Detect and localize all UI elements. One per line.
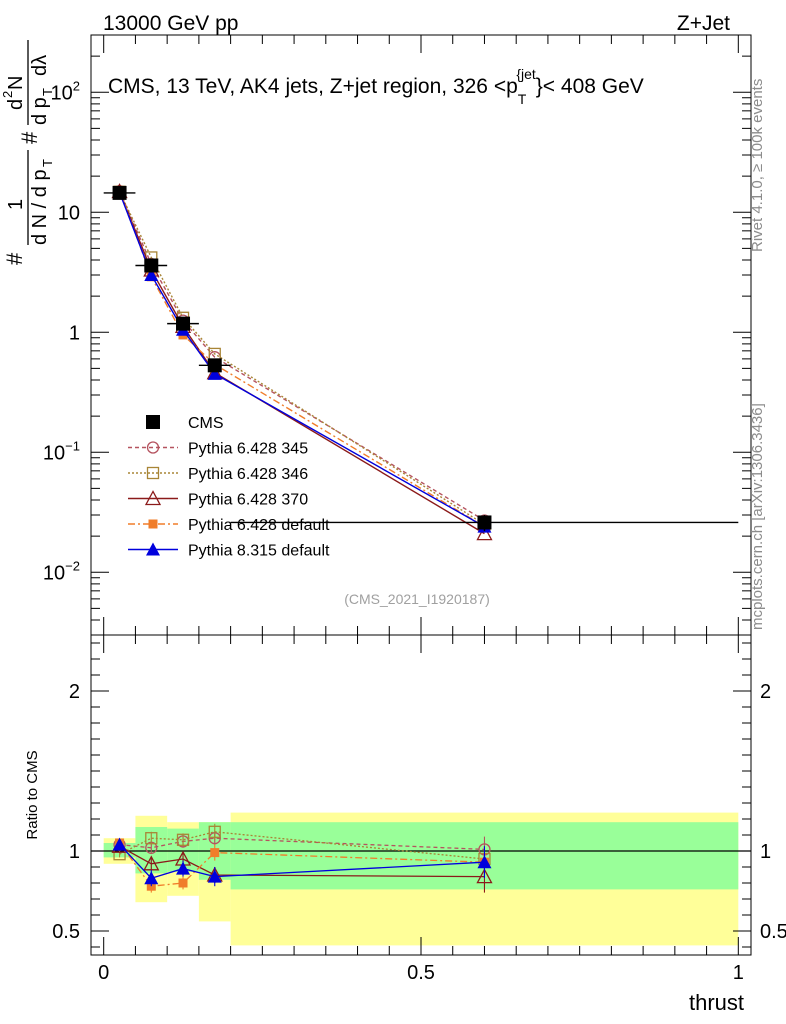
series-line xyxy=(118,190,485,522)
ratio-point xyxy=(176,833,190,846)
chart-title: CMS, 13 TeV, AK4 jets, Z+jet region, 326… xyxy=(108,66,644,107)
y-axis-label-num1: 1 xyxy=(5,199,27,210)
data-point xyxy=(477,515,492,530)
y-tick-base: 10 xyxy=(58,202,80,224)
y-tick-exponent: −2 xyxy=(65,558,80,573)
legend-label: Pythia 8.315 default xyxy=(188,543,330,560)
header-energy: 13000 GeV pp xyxy=(103,12,238,35)
ratio-series xyxy=(111,823,493,893)
data-point xyxy=(112,185,127,200)
y-axis-label-den2b: dλ xyxy=(29,55,51,76)
analysis-id: (CMS_2021_I1920187) xyxy=(344,591,490,607)
data-point xyxy=(207,358,222,373)
ratio-y-ticks: 0.5 0.5 1 1 2 2 xyxy=(52,642,786,948)
ratio-point xyxy=(207,869,222,883)
y-tick-base: 10 xyxy=(51,82,73,104)
legend-marker xyxy=(146,415,160,429)
legend-item-cms: CMS xyxy=(146,415,224,432)
ratio-tick-label-right: 1 xyxy=(760,841,771,863)
legend-item-pythia-8-315-default: Pythia 8.315 default xyxy=(128,542,330,560)
ratio-bands xyxy=(91,812,751,946)
y-axis-label-hash1: # xyxy=(2,252,27,265)
chart-title-sub: T xyxy=(518,91,527,107)
ratio-y-label: Ratio to CMS xyxy=(24,750,41,839)
ratio-tick-label-left: 2 xyxy=(69,681,80,703)
legend-label: Pythia 6.428 346 xyxy=(188,466,308,483)
ratio-point xyxy=(145,832,158,845)
ratio-tick-label-right: 2 xyxy=(760,681,771,703)
y-axis-label: # 1 d N / d p T # d 2 N d p T dλ xyxy=(0,40,55,265)
rivet-version-label: Rivet 4.1.0, ≥ 100k events xyxy=(749,79,766,252)
data-point xyxy=(176,316,191,331)
main-series xyxy=(103,183,739,541)
legend-item-pythia-6-428-345: Pythia 6.428 345 xyxy=(128,441,308,458)
y-tick-exponent: 2 xyxy=(73,78,80,93)
ratio-tick-label-right: 0.5 xyxy=(760,921,786,943)
legend-label: Pythia 6.428 345 xyxy=(188,441,308,458)
y-axis-label-hash2: # xyxy=(17,131,42,144)
y-axis-label-den1: d N / d p xyxy=(29,169,51,245)
ratio-tick-label-left: 0.5 xyxy=(52,921,80,943)
y-tick-base: 10 xyxy=(43,442,65,464)
y-tick-exponent: −1 xyxy=(65,438,80,453)
mcplots-label: mcplots.cern.ch [arXiv:1306.3436] xyxy=(749,403,766,630)
y-tick-label: 10 xyxy=(58,202,80,224)
legend-marker xyxy=(146,542,160,556)
y-tick-label: 1 xyxy=(69,322,80,344)
legend-label: Pythia 6.428 default xyxy=(188,517,330,534)
y-axis-label-num2-sup: 2 xyxy=(0,91,15,98)
ratio-point xyxy=(477,855,492,869)
legend-item-pythia-6-428-default: Pythia 6.428 default xyxy=(128,517,330,534)
data-point xyxy=(207,366,222,380)
ratio-point xyxy=(476,868,493,884)
y-tick-label: 10−1 xyxy=(43,438,80,464)
ratio-point xyxy=(144,871,159,885)
legend-marker xyxy=(146,466,160,480)
legend: CMS Pythia 6.428 345 Pythia 6.428 346 Pythi… xyxy=(128,415,330,560)
legend-item-pythia-6-428-346: Pythia 6.428 346 xyxy=(128,466,308,483)
legend-label: Pythia 6.428 370 xyxy=(188,492,308,509)
y-tick-base: 10 xyxy=(43,562,65,584)
ratio-point xyxy=(208,825,221,838)
ratio-point xyxy=(143,855,160,871)
data-point xyxy=(476,525,493,541)
y-axis-label-num2b: N xyxy=(5,76,27,90)
ratio-point xyxy=(176,861,191,875)
x-tick-label: 1 xyxy=(733,962,744,984)
x-axis-ticks: 0 0.5 1 xyxy=(98,35,744,984)
y-axis-label-den2: d p xyxy=(29,97,51,125)
ratio-series-pythia-8-315-default xyxy=(112,837,492,887)
ratio-point xyxy=(178,878,188,888)
legend-marker xyxy=(146,441,160,454)
x-tick-label: 0 xyxy=(98,962,109,984)
ratio-tick-label-left: 1 xyxy=(69,841,80,863)
y-axis-label-den2-sub: T xyxy=(40,88,55,96)
legend-label: CMS xyxy=(188,415,224,432)
y-axis-label-num2: d xyxy=(5,99,27,110)
chart-title-lead: CMS, 13 TeV, AK4 jets, Z+jet region, 326… xyxy=(108,75,518,98)
legend-marker xyxy=(148,519,158,529)
x-axis-label: thrust xyxy=(689,990,744,1015)
y-axis-label-den1-sub: T xyxy=(40,159,55,167)
chart-title-sup: {jet xyxy=(516,66,536,82)
series-cms xyxy=(103,185,739,532)
y-tick-base: 1 xyxy=(69,322,80,344)
ratio-point xyxy=(210,848,220,858)
chart-title-tail: }< 408 GeV xyxy=(536,75,644,98)
data-point xyxy=(144,268,159,281)
y-tick-label: 102 xyxy=(51,78,80,104)
x-tick-label: 0.5 xyxy=(407,962,435,984)
ratio-point xyxy=(112,837,127,851)
header-process: Z+Jet xyxy=(677,12,730,35)
legend-item-pythia-6-428-370: Pythia 6.428 370 xyxy=(128,490,308,509)
y-tick-label: 10−2 xyxy=(43,558,80,584)
legend-marker xyxy=(144,490,162,506)
data-point xyxy=(144,258,159,273)
